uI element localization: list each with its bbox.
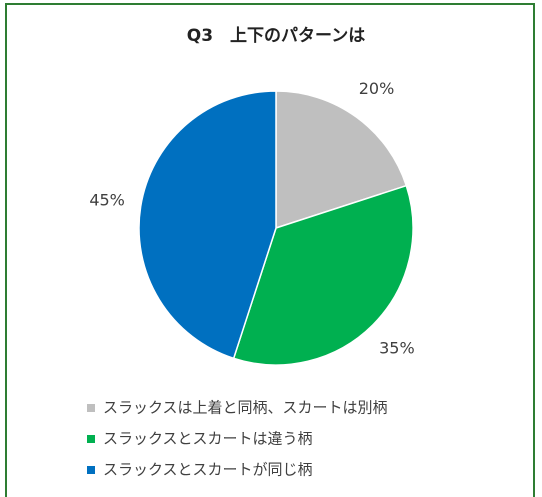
- pie-slice: [232, 184, 414, 366]
- legend-swatch: [87, 435, 95, 443]
- data-label: 20%: [359, 79, 395, 98]
- legend-label: スラックスは上着と同柄、スカートは別柄: [103, 399, 388, 417]
- legend-label: スラックスとスカートは違う柄: [103, 430, 313, 448]
- data-label: 45%: [89, 191, 125, 210]
- frame: [5, 3, 535, 497]
- pie-slice: [138, 90, 277, 360]
- legend-label: スラックスとスカートが同じ柄: [103, 461, 313, 479]
- data-label: 35%: [379, 338, 415, 357]
- legend-swatch: [87, 466, 95, 474]
- legend-swatch: [87, 404, 95, 412]
- pie-slice: [275, 90, 408, 230]
- chart-title: Q3 上下のパターンは: [187, 26, 365, 46]
